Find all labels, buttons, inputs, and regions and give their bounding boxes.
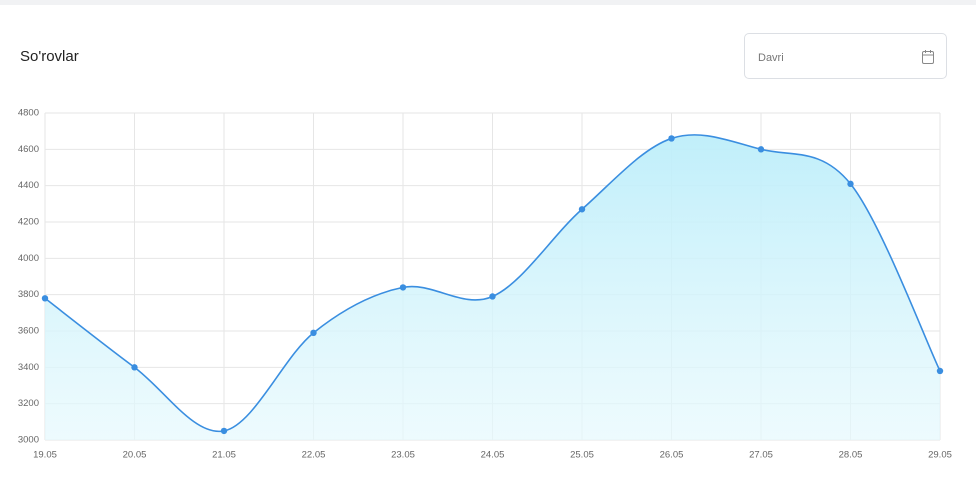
x-tick-label: 27.05 [749,450,773,461]
y-tick-label: 3200 [18,398,39,409]
point [936,367,944,375]
y-tick-label: 4400 [18,180,39,191]
point [668,135,675,142]
point [757,146,765,153]
point [489,293,496,300]
y-tick-label: 4600 [18,144,39,155]
x-tick-label: 24.05 [481,450,505,461]
x-tick-label: 26.05 [660,450,684,461]
y-tick-label: 3000 [18,435,39,446]
x-tick-label: 23.05 [391,450,415,461]
chart-title: So'rovlar [20,48,79,65]
point [399,284,407,291]
date-filter[interactable]: Davri [744,33,947,79]
top-bar [0,0,976,5]
x-tick-label: 20.05 [123,450,147,461]
y-tick-label: 3600 [18,326,39,337]
x-tick-label: 28.05 [839,450,863,461]
y-tick-label: 4200 [18,217,39,228]
point [220,427,228,435]
x-tick-label: 29.05 [928,450,952,461]
calendar-icon [922,50,934,64]
area [45,134,940,440]
x-tick-label: 19.05 [33,450,57,461]
y-tick-label: 3800 [18,289,39,300]
date-placeholder: Davri [758,52,784,64]
x-tick-label: 25.05 [570,450,594,461]
point [41,295,49,302]
y-tick-label: 3400 [18,362,39,373]
point [310,329,317,337]
point [131,364,138,371]
x-tick-label: 22.05 [302,450,326,461]
x-tick-label: 21.05 [212,450,236,461]
y-tick-label: 4000 [18,253,39,264]
y-tick-label: 4800 [18,108,39,119]
point [847,180,854,188]
point [578,206,586,213]
